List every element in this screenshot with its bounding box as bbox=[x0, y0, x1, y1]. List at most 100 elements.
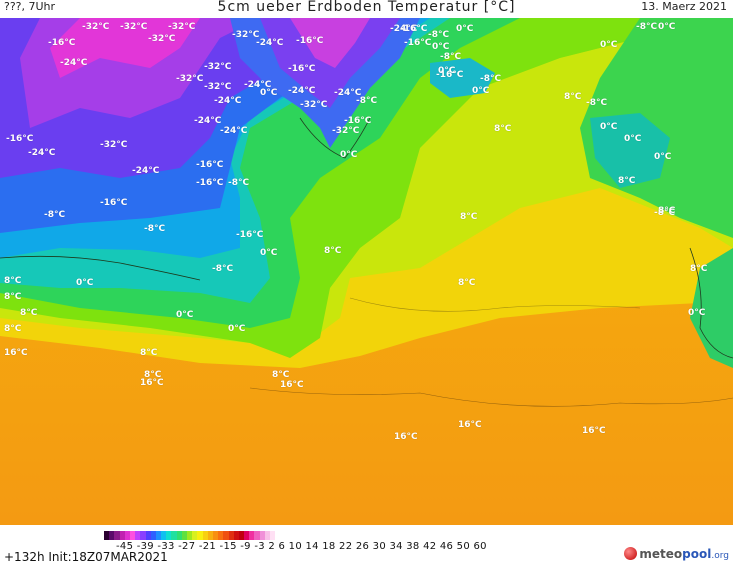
isotherm-label: 16°C bbox=[394, 432, 418, 442]
isotherm-label: -8°C bbox=[228, 178, 250, 188]
isotherm-label: 0°C bbox=[340, 150, 358, 160]
isotherm-label: -8°C bbox=[440, 52, 462, 62]
color-swatch bbox=[207, 531, 213, 540]
isotherm-label: -24°C bbox=[220, 126, 248, 136]
isotherm-label: -8°C bbox=[586, 98, 608, 108]
isotherm-label: -8°C bbox=[212, 264, 234, 274]
isotherm-label: -16°C bbox=[100, 198, 128, 208]
color-swatch bbox=[166, 531, 172, 540]
isotherm-label: 0°C bbox=[76, 278, 94, 288]
isotherm-label: 16°C bbox=[458, 420, 482, 430]
color-scale-ticks: -45 -39 -33 -27 -21 -15 -9 -3 2 6 10 14 … bbox=[116, 541, 487, 552]
color-swatch bbox=[233, 531, 239, 540]
model-init: +132h Init:18Z07MAR2021 bbox=[4, 550, 168, 564]
isotherm-label: -32°C bbox=[332, 126, 360, 136]
isotherm-label: -16°C bbox=[48, 38, 76, 48]
map-title: 5cm ueber Erdboden Temperatur [°C] bbox=[217, 0, 516, 15]
color-swatch bbox=[212, 531, 219, 540]
isotherm-label: -16°C bbox=[400, 24, 428, 34]
isotherm-label: 0°C bbox=[176, 310, 194, 320]
isotherm-label: -24°C bbox=[244, 80, 272, 90]
isotherm-label: 8°C bbox=[272, 370, 290, 380]
isotherm-label: -24°C bbox=[194, 116, 222, 126]
color-swatch bbox=[119, 531, 125, 540]
color-swatch bbox=[161, 531, 167, 540]
isotherm-label: 8°C bbox=[458, 278, 476, 288]
isotherm-label: -8°C bbox=[480, 74, 502, 84]
color-swatch bbox=[135, 531, 141, 540]
isotherm-label: 0°C bbox=[600, 40, 618, 50]
header: ???, 7Uhr 5cm ueber Erdboden Temperatur … bbox=[0, 0, 733, 20]
isotherm-label: -24°C bbox=[390, 24, 418, 34]
isotherm-label: 0°C bbox=[600, 122, 618, 132]
isotherm-label: 16°C bbox=[4, 348, 28, 358]
isotherm-label: -24°C bbox=[132, 166, 160, 176]
color-swatch bbox=[129, 531, 136, 540]
color-swatch bbox=[181, 531, 187, 540]
isotherm-label: -24°C bbox=[214, 96, 242, 106]
color-swatch bbox=[259, 531, 265, 540]
isotherm-label: 8°C bbox=[20, 308, 38, 318]
isotherm-label: -32°C bbox=[176, 74, 204, 84]
isotherm-label: -8°C bbox=[428, 30, 450, 40]
isotherm-label: 16°C bbox=[140, 378, 164, 388]
isotherm-label: -24°C bbox=[288, 86, 316, 96]
isotherm-label: 8°C bbox=[4, 292, 22, 302]
color-swatch bbox=[218, 531, 224, 540]
isotherm-label: -16°C bbox=[236, 230, 264, 240]
isotherm-label: -16°C bbox=[344, 116, 372, 126]
temperature-field bbox=[0, 18, 733, 525]
color-swatch bbox=[140, 531, 146, 540]
color-scale bbox=[104, 531, 276, 540]
meteopool-logo[interactable]: meteopool.org bbox=[624, 547, 729, 561]
isotherm-label: -16°C bbox=[288, 64, 316, 74]
color-swatch bbox=[176, 531, 182, 540]
isotherm-label: 0°C bbox=[654, 152, 672, 162]
color-swatch bbox=[150, 531, 156, 540]
isotherm-label: 8°C bbox=[690, 264, 708, 274]
isotherm-label: 8°C bbox=[4, 276, 22, 286]
color-swatch bbox=[228, 531, 234, 540]
isotherm-label: -32°C bbox=[300, 100, 328, 110]
forecast-time: ???, 7Uhr bbox=[4, 0, 56, 13]
isotherm-label: 0°C bbox=[438, 66, 456, 76]
color-swatch bbox=[124, 531, 130, 540]
isotherm-label: 0°C bbox=[260, 248, 278, 258]
logo-ball-icon bbox=[624, 547, 638, 560]
legend-footer: -45 -39 -33 -27 -21 -15 -9 -3 2 6 10 14 … bbox=[0, 525, 733, 566]
isotherm-label: 16°C bbox=[582, 426, 606, 436]
color-swatch bbox=[104, 531, 110, 540]
isotherm-label: -32°C bbox=[204, 62, 232, 72]
isotherm-label: -32°C bbox=[120, 22, 148, 32]
isotherm-label: 0°C bbox=[260, 88, 278, 98]
color-swatch bbox=[171, 531, 177, 540]
isotherm-label: 8°C bbox=[460, 212, 478, 222]
temperature-map: -32°C -32°C -32°C -32°C -32°C -32°C -32°C -32°C… bbox=[0, 18, 733, 525]
isotherm-label: 0°C bbox=[456, 24, 474, 34]
color-swatch bbox=[109, 531, 115, 540]
color-swatch bbox=[114, 531, 120, 540]
isotherm-label: 0°C bbox=[472, 86, 490, 96]
isotherm-label: 8°C bbox=[144, 370, 162, 380]
isotherm-label: -8°C bbox=[654, 208, 676, 218]
isotherm-label: -32°C bbox=[148, 34, 176, 44]
isotherm-label: 8°C bbox=[4, 324, 22, 334]
isotherm-label: -8°C bbox=[144, 224, 166, 234]
color-swatch bbox=[249, 531, 255, 540]
isotherm-label: -24°C bbox=[60, 58, 88, 68]
isotherm-label: 16°C bbox=[280, 380, 304, 390]
isotherm-label: 0°C bbox=[432, 42, 450, 52]
isotherm-label: -8°C bbox=[636, 22, 658, 32]
isotherm-label: -24°C bbox=[28, 148, 56, 158]
isotherm-label: 0°C bbox=[658, 22, 676, 32]
isotherm-label: -32°C bbox=[232, 30, 260, 40]
color-swatch bbox=[223, 531, 229, 540]
forecast-date: 13. Maerz 2021 bbox=[641, 0, 727, 13]
isotherm-label: 0°C bbox=[688, 308, 706, 318]
color-swatch bbox=[270, 531, 276, 540]
isotherm-label: -8°C bbox=[44, 210, 66, 220]
isotherm-label: 8°C bbox=[140, 348, 158, 358]
isotherm-label: -24°C bbox=[334, 88, 362, 98]
isotherm-label: -8°C bbox=[356, 96, 378, 106]
color-swatch bbox=[192, 531, 198, 540]
